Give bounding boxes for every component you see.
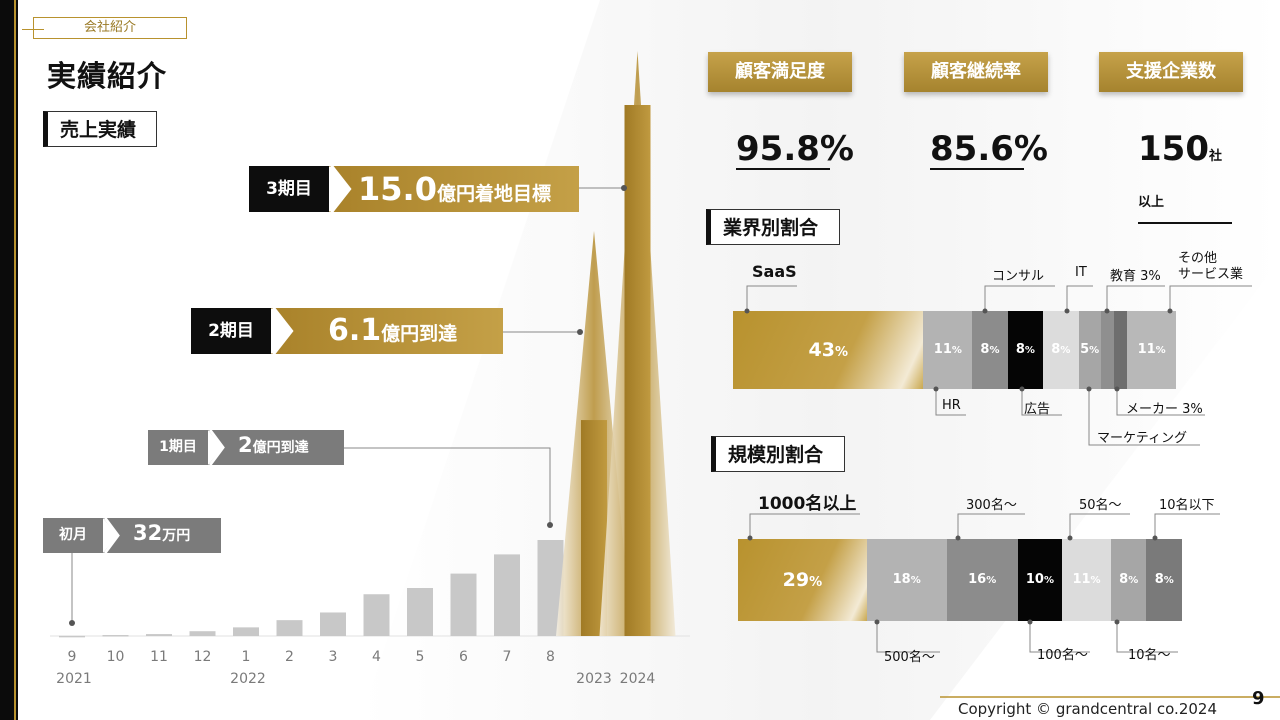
sales-bar-6 [450, 573, 477, 636]
label-500: 500名～ [884, 650, 935, 665]
sales-tick-10: 10 [107, 649, 125, 665]
segment-メーカー 3% [1113, 311, 1128, 389]
label-10-below: 10名以下 [1159, 498, 1215, 513]
scale-leaders [747, 513, 1220, 653]
copyright: Copyright © grandcentral co.2024 [958, 700, 1217, 718]
stat-retention-label: 顧客継続率 [904, 52, 1048, 92]
sales-chart: 9 2021 10 11 12 1 2022 2 3 4 5 6 7 8 2023 2024 [50, 51, 690, 687]
label-100: 100名～ [1037, 648, 1088, 663]
stat-satisfaction-value: 95.8% [736, 129, 854, 170]
segment-広告: 8% [1007, 311, 1044, 389]
segment-IT: 8% [1043, 311, 1079, 389]
sales-year-2022: 2022 [230, 671, 266, 687]
label-10: 10名～ [1128, 648, 1171, 663]
sales-tick-9: 9 [68, 649, 77, 665]
milestone-2-tag: 2期目 [191, 308, 271, 354]
milestone-3-arrow [329, 166, 579, 212]
label-ad: 広告 [1024, 402, 1051, 417]
stat-clients-label: 支援企業数 [1099, 52, 1243, 92]
sales-tick-8: 8 [546, 649, 555, 665]
sales-bar-9 [59, 635, 85, 638]
label-50: 50名～ [1079, 498, 1122, 513]
segment-1000名以上: 29% [738, 539, 867, 621]
industry-leaders [744, 285, 1252, 446]
section-sales: 売上実績 [43, 111, 157, 147]
category-tag: 会社紹介 [33, 17, 187, 39]
segment-10名以下: 8% [1146, 539, 1182, 621]
segment-100名～: 10% [1017, 539, 1063, 621]
sales-year-label-2024: 2024 [620, 671, 656, 687]
milestone-1-value: 2億円到達 [238, 433, 309, 457]
label-1000: 1000名以上 [758, 494, 857, 514]
sales-year-label-2023: 2023 [576, 671, 612, 687]
milestone-2-value: 6.1億円到達 [328, 313, 458, 348]
segment-50名～: 11% [1062, 539, 1111, 621]
sales-tick-2: 2 [285, 649, 294, 665]
milestone-1-tag: 1期目 [148, 430, 208, 465]
sales-bar-11 [146, 634, 172, 636]
sales-tick-5: 5 [416, 649, 425, 665]
stat-retention-value: 85.6% [930, 129, 1048, 170]
segment-300名～: 16% [946, 539, 1018, 621]
label-edu: 教育 3% [1110, 269, 1161, 284]
label-it: IT [1075, 265, 1087, 280]
sales-tick-12: 12 [194, 649, 212, 665]
sales-bar-7 [494, 554, 520, 636]
sales-tick-6: 6 [459, 649, 468, 665]
section-industry: 業界別割合 [706, 209, 840, 245]
segment-SaaS: 43% [733, 311, 924, 389]
sales-year-2021: 2021 [56, 671, 92, 687]
stat-clients-value: 150社以上 [1138, 130, 1232, 224]
segment-コンサル: 8% [972, 311, 1008, 389]
milestone-initial-value: 32万円 [133, 521, 191, 545]
milestone-1-arrow [208, 430, 344, 465]
sales-bar-5 [407, 588, 433, 636]
segment-マーケティング: 5% [1078, 311, 1101, 389]
sales-tick-1: 1 [242, 649, 251, 665]
section-scale: 規模別割合 [711, 436, 845, 472]
label-300: 300名～ [966, 498, 1017, 513]
label-marketing: マーケティング [1097, 431, 1187, 446]
label-maker: メーカー 3% [1126, 402, 1203, 417]
segment-HR: 11% [923, 311, 973, 389]
label-consul: コンサル [992, 269, 1045, 284]
label-hr: HR [942, 398, 961, 413]
sales-tick-7: 7 [503, 649, 512, 665]
scale-stacked-bar: 29% 18% 16% 10% 11% 8% 8% [738, 539, 1182, 621]
sales-tick-3: 3 [329, 649, 338, 665]
segment-10名～: 8% [1110, 539, 1147, 621]
connector-dot [577, 329, 583, 335]
industry-stacked-bar: 43% 11% 8% 8% 8% 5% 11% [733, 311, 1176, 389]
stat-satisfaction-label: 顧客満足度 [708, 52, 852, 92]
milestone-initial-tag: 初月 [43, 518, 103, 553]
sales-bar-10 [102, 635, 129, 637]
milestone-3-value: 15.0億円着地目標 [358, 170, 551, 208]
label-other-1: その他 [1178, 251, 1218, 266]
sales-bar-2 [276, 620, 303, 636]
sales-tick-11: 11 [150, 649, 168, 665]
connector-dot [547, 522, 553, 528]
sales-bar-12 [189, 631, 216, 636]
sales-bar-1 [233, 627, 259, 636]
page-number: 9 [1252, 688, 1265, 709]
label-saas: SaaS [752, 262, 797, 281]
segment-500名～: 18% [866, 539, 947, 621]
page-title: 実績紹介 [47, 59, 168, 93]
milestone-2-arrow [271, 308, 503, 354]
connector-dot [69, 620, 75, 626]
stat-clients-unit: 社以上 [1138, 149, 1222, 210]
milestone-initial-arrow [103, 518, 221, 553]
connector-dot [621, 185, 627, 191]
segment-教育 3% [1100, 311, 1114, 389]
sales-bar-4 [363, 594, 390, 636]
sales-bar-2024 [624, 105, 651, 636]
stat-clients-number: 150 [1138, 129, 1209, 169]
sales-tick-4: 4 [372, 649, 381, 665]
segment-その他サービス業: 11% [1127, 311, 1176, 389]
sales-bar-3 [320, 612, 346, 636]
label-other-2: サービス業 [1178, 267, 1244, 282]
milestone-3-tag: 3期目 [249, 166, 329, 212]
